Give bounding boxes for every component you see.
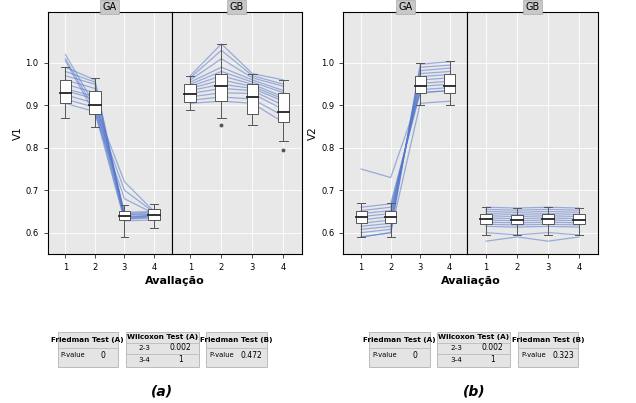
Text: (b): (b) bbox=[462, 385, 485, 399]
Y-axis label: V1: V1 bbox=[13, 126, 23, 140]
Y-axis label: V2: V2 bbox=[308, 126, 319, 140]
Title: GB: GB bbox=[525, 2, 540, 12]
Text: Wilcoxon Test (A): Wilcoxon Test (A) bbox=[127, 334, 198, 340]
Bar bbox=[356, 212, 367, 223]
Text: P-value: P-value bbox=[372, 352, 397, 358]
Bar bbox=[89, 91, 100, 114]
Bar bbox=[216, 74, 227, 101]
Text: 0: 0 bbox=[100, 351, 106, 360]
Text: 0.002: 0.002 bbox=[481, 343, 503, 352]
Bar bbox=[385, 212, 396, 223]
Text: 0.323: 0.323 bbox=[553, 351, 574, 360]
Bar bbox=[511, 215, 523, 224]
Text: P-value: P-value bbox=[209, 352, 234, 358]
Title: GA: GA bbox=[398, 2, 413, 12]
Text: 0: 0 bbox=[412, 351, 417, 360]
Bar bbox=[119, 212, 130, 220]
Text: 2-3: 2-3 bbox=[450, 345, 462, 351]
Text: P-value: P-value bbox=[521, 352, 546, 358]
Text: 0.472: 0.472 bbox=[241, 351, 263, 360]
Text: Friedman Test (A): Friedman Test (A) bbox=[363, 337, 436, 343]
Bar bbox=[543, 214, 554, 224]
Bar bbox=[444, 74, 455, 93]
Text: (a): (a) bbox=[151, 385, 173, 399]
Text: Friedman Test (B): Friedman Test (B) bbox=[512, 337, 584, 343]
Title: GB: GB bbox=[230, 2, 244, 12]
Title: GA: GA bbox=[102, 2, 117, 12]
Bar bbox=[415, 76, 426, 93]
Text: Friedman Test (B): Friedman Test (B) bbox=[200, 337, 273, 343]
Text: Friedman Test (A): Friedman Test (A) bbox=[52, 337, 124, 343]
Bar bbox=[60, 80, 71, 103]
Text: 1: 1 bbox=[178, 355, 183, 364]
Text: 2-3: 2-3 bbox=[139, 345, 151, 351]
Bar bbox=[573, 214, 585, 224]
Text: 3-4: 3-4 bbox=[139, 357, 151, 363]
Bar bbox=[247, 84, 258, 114]
Text: 3-4: 3-4 bbox=[450, 357, 462, 363]
Text: Avallação: Avallação bbox=[145, 276, 205, 286]
Text: 0.002: 0.002 bbox=[170, 343, 191, 352]
Bar bbox=[148, 209, 160, 220]
Bar bbox=[277, 93, 289, 123]
Text: 1: 1 bbox=[490, 355, 494, 364]
Bar bbox=[480, 214, 492, 224]
Bar bbox=[184, 84, 197, 102]
Text: Avaliação: Avaliação bbox=[441, 276, 501, 286]
Text: P-value: P-value bbox=[60, 352, 85, 358]
Text: Wilcoxon Test (A): Wilcoxon Test (A) bbox=[438, 334, 509, 340]
